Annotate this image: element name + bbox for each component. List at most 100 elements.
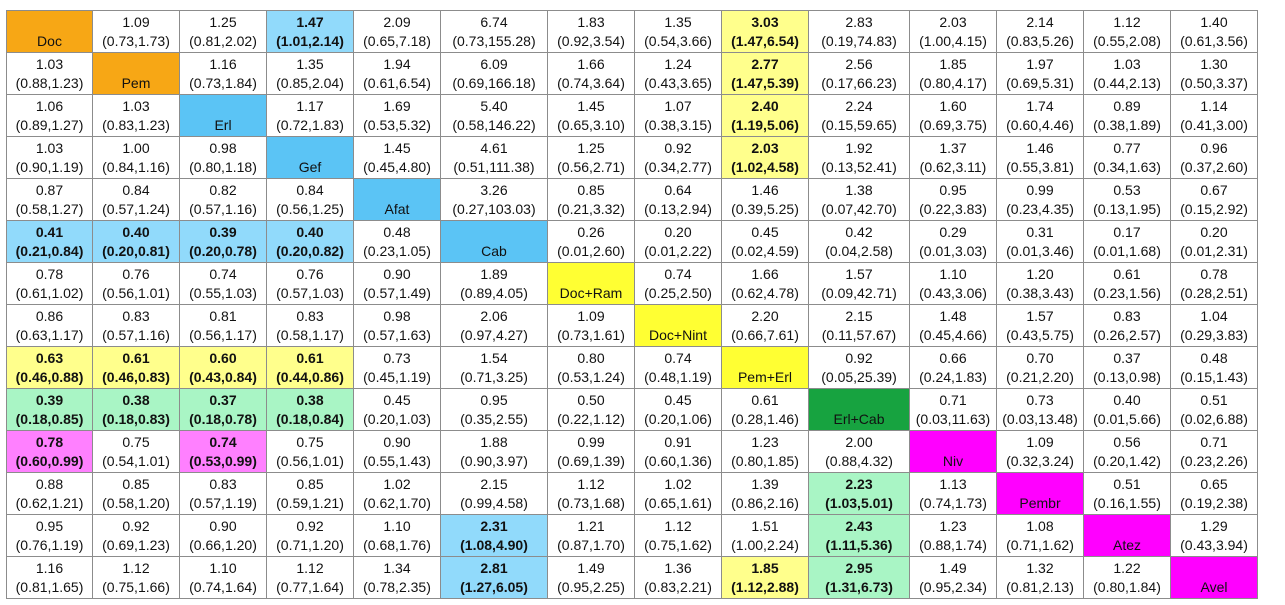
- effect-estimate: 0.82: [209, 181, 237, 198]
- effect-estimate: 1.60: [939, 97, 967, 114]
- confidence-interval: (0.89,4.05): [460, 284, 528, 301]
- effect-estimate: 0.77: [1113, 139, 1141, 156]
- confidence-interval: (0.48,1.19): [644, 368, 712, 385]
- effect-estimate: 0.98: [209, 139, 237, 156]
- confidence-interval: (1.00,4.15): [919, 32, 987, 49]
- treatment-label-cell: Doc+Nint: [634, 304, 722, 347]
- table-row: 0.87 (0.58,1.27) 0.84 (0.57,1.24) 0.82 (0.57,…: [6, 178, 1258, 221]
- comparison-cell: 0.76 (0.57,1.03): [266, 262, 354, 305]
- confidence-interval: (0.57,1.03): [276, 284, 344, 301]
- effect-estimate: 0.85: [577, 181, 605, 198]
- effect-estimate: 0.26: [577, 223, 605, 240]
- confidence-interval: (0.83,1.23): [102, 116, 170, 133]
- comparison-cell: 0.20 (0.01,2.22): [634, 220, 722, 263]
- comparison-cell: 0.78 (0.61,1.02): [6, 262, 93, 305]
- comparison-cell: 1.12 (0.73,1.68): [547, 472, 635, 515]
- comparison-cell: 0.37 (0.18,0.78): [179, 388, 267, 431]
- confidence-interval: (1.03,5.01): [825, 494, 893, 511]
- effect-estimate: 0.95: [35, 517, 64, 534]
- effect-estimate: 0.96: [1200, 139, 1228, 156]
- effect-estimate: 0.90: [383, 433, 411, 450]
- comparison-cell: 3.26 (0.27,103.03): [440, 178, 548, 221]
- effect-estimate: 1.37: [939, 139, 967, 156]
- treatment-label-cell: Gef: [266, 136, 354, 179]
- comparison-cell: 0.84 (0.57,1.24): [92, 178, 180, 221]
- effect-estimate: 1.12: [577, 475, 605, 492]
- confidence-interval: (0.69,5.31): [1006, 74, 1074, 91]
- comparison-cell: 0.61 (0.44,0.86): [266, 346, 354, 389]
- confidence-interval: (0.02,6.88): [1180, 410, 1248, 427]
- effect-estimate: 0.64: [664, 181, 692, 198]
- effect-estimate: 1.10: [939, 265, 967, 282]
- effect-estimate: 0.84: [296, 181, 324, 198]
- confidence-interval: (0.61,6.54): [363, 74, 431, 91]
- confidence-interval: (0.22,3.83): [919, 200, 987, 217]
- confidence-interval: (0.20,0.82): [276, 242, 344, 259]
- comparison-cell: 0.84 (0.56,1.25): [266, 178, 354, 221]
- comparison-cell: 1.30 (0.50,3.37): [1170, 52, 1258, 95]
- comparison-cell: 1.06 (0.89,1.27): [6, 94, 93, 137]
- effect-estimate: 2.14: [1026, 13, 1054, 30]
- comparison-cell: 1.12 (0.55,2.08): [1083, 10, 1171, 53]
- confidence-interval: (0.05,25.39): [821, 368, 897, 385]
- confidence-interval: (0.19,2.38): [1180, 494, 1248, 511]
- confidence-interval: (1.19,5.06): [731, 116, 799, 133]
- effect-estimate: 1.45: [383, 139, 411, 156]
- comparison-cell: 2.95 (1.31,6.73): [808, 556, 910, 599]
- effect-estimate: 6.74: [480, 13, 508, 30]
- comparison-cell: 2.31 (1.08,4.90): [440, 514, 548, 557]
- confidence-interval: (0.58,1.27): [15, 200, 84, 217]
- effect-estimate: 1.88: [480, 433, 508, 450]
- effect-estimate: 1.35: [296, 55, 324, 72]
- effect-estimate: 0.95: [939, 181, 967, 198]
- confidence-interval: (0.90,3.97): [460, 452, 528, 469]
- effect-estimate: 0.65: [1200, 475, 1228, 492]
- effect-estimate: 0.60: [209, 349, 237, 366]
- comparison-cell: 1.37 (0.62,3.11): [909, 136, 997, 179]
- effect-estimate: 2.23: [845, 475, 873, 492]
- comparison-cell: 0.83 (0.58,1.17): [266, 304, 354, 347]
- effect-estimate: 0.20: [1200, 223, 1228, 240]
- comparison-cell: 1.57 (0.09,42.71): [808, 262, 910, 305]
- comparison-cell: 0.40 (0.20,0.82): [266, 220, 354, 263]
- comparison-cell: 0.99 (0.69,1.39): [547, 430, 635, 473]
- effect-estimate: 0.48: [383, 223, 411, 240]
- comparison-cell: 0.51 (0.02,6.88): [1170, 388, 1258, 431]
- comparison-cell: 0.95 (0.22,3.83): [909, 178, 997, 221]
- confidence-interval: (0.97,4.27): [460, 326, 528, 343]
- confidence-interval: (0.71,1.62): [1006, 536, 1074, 553]
- effect-estimate: 1.25: [209, 13, 237, 30]
- effect-estimate: 1.13: [939, 475, 967, 492]
- effect-estimate: 2.81: [480, 559, 508, 576]
- effect-estimate: 0.71: [1200, 433, 1228, 450]
- confidence-interval: (0.55,1.03): [189, 284, 257, 301]
- comparison-cell: 2.14 (0.83,5.26): [996, 10, 1084, 53]
- comparison-cell: 1.49 (0.95,2.34): [909, 556, 997, 599]
- effect-estimate: 0.78: [1200, 265, 1228, 282]
- comparison-cell: 1.35 (0.85,2.04): [266, 52, 354, 95]
- confidence-interval: (0.34,2.77): [644, 158, 712, 175]
- effect-estimate: 1.74: [1026, 97, 1054, 114]
- confidence-interval: (0.73,1.73): [102, 32, 170, 49]
- effect-estimate: 1.39: [751, 475, 779, 492]
- effect-estimate: 1.23: [939, 517, 967, 534]
- effect-estimate: 1.12: [122, 559, 150, 576]
- confidence-interval: (0.01,5.66): [1093, 410, 1161, 427]
- effect-estimate: 1.02: [664, 475, 692, 492]
- confidence-interval: (0.21,0.84): [15, 242, 84, 259]
- effect-estimate: 1.85: [939, 55, 967, 72]
- effect-estimate: 0.95: [480, 391, 508, 408]
- comparison-cell: 0.66 (0.24,1.83): [909, 346, 997, 389]
- confidence-interval: (0.37,2.60): [1180, 158, 1248, 175]
- confidence-interval: (0.86,2.16): [731, 494, 799, 511]
- confidence-interval: (0.38,3.43): [1006, 284, 1074, 301]
- confidence-interval: (0.23,1.56): [1093, 284, 1161, 301]
- confidence-interval: (0.58,1.20): [102, 494, 170, 511]
- confidence-interval: (0.74,1.73): [919, 494, 987, 511]
- confidence-interval: (0.72,1.83): [276, 116, 344, 133]
- confidence-interval: (0.39,5.25): [731, 200, 799, 217]
- effect-estimate: 1.36: [664, 559, 692, 576]
- comparison-cell: 0.64 (0.13,2.94): [634, 178, 722, 221]
- effect-estimate: 0.38: [122, 391, 150, 408]
- confidence-interval: (0.07,42.70): [821, 200, 897, 217]
